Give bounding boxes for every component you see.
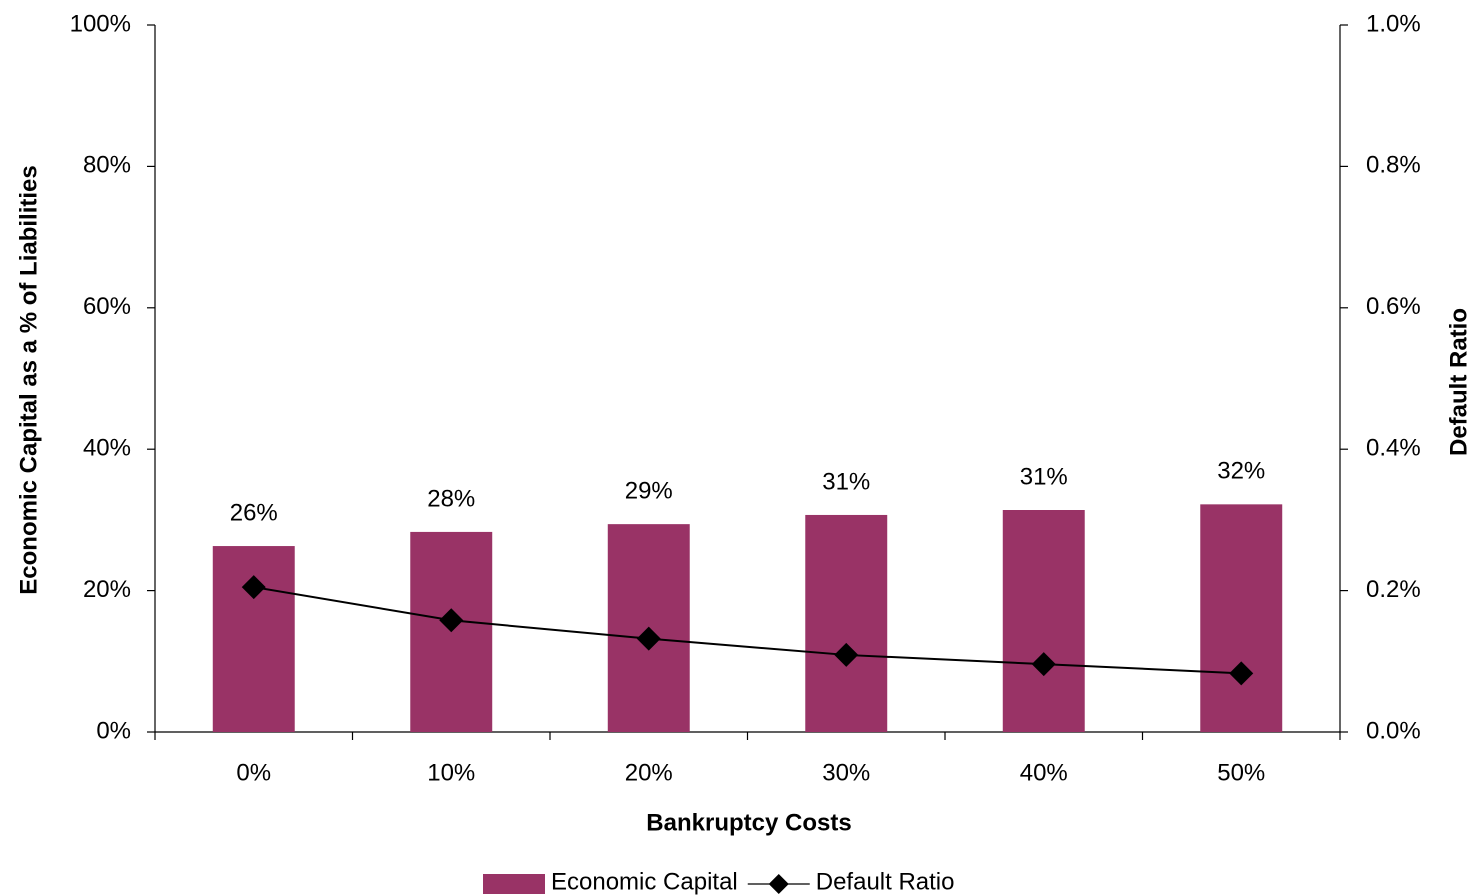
bar [805, 514, 888, 732]
y-tick-label: 100% [70, 10, 131, 37]
bar [212, 546, 295, 732]
y2-axis-title: Default Ratio [1445, 308, 1472, 456]
marker [1031, 652, 1056, 677]
legend-label: Default Ratio [816, 868, 955, 895]
legend-swatch [483, 874, 545, 894]
y-tick-label: 40% [83, 435, 131, 462]
marker [1229, 661, 1254, 686]
y2-tick-label: 1.0% [1366, 10, 1421, 37]
y2-tick-label: 0.2% [1366, 576, 1421, 603]
y2-tick-label: 0.4% [1366, 435, 1421, 462]
marker [241, 575, 266, 600]
x-tick-label: 20% [625, 759, 673, 786]
x-tick-label: 50% [1217, 759, 1265, 786]
data-label: 31% [822, 468, 870, 495]
y2-tick-label: 0.0% [1366, 717, 1421, 744]
data-label: 31% [1020, 463, 1068, 490]
data-label: 29% [625, 477, 673, 504]
y-tick-label: 0% [96, 717, 131, 744]
marker [439, 608, 464, 633]
data-label: 26% [230, 499, 278, 526]
y2-tick-label: 0.6% [1366, 293, 1421, 320]
y-axis-title: Economic Capital as a % of Liabilities [15, 165, 42, 594]
x-tick-label: 40% [1020, 759, 1068, 786]
legend-marker [768, 874, 789, 894]
bar [1200, 504, 1283, 732]
x-tick-label: 0% [236, 759, 271, 786]
bar [1002, 510, 1085, 732]
y-tick-label: 20% [83, 576, 131, 603]
x-tick-label: 10% [427, 759, 475, 786]
x-tick-label: 30% [822, 759, 870, 786]
legend-label: Economic Capital [551, 868, 738, 895]
data-label: 28% [427, 485, 475, 512]
line [253, 586, 1242, 675]
y2-tick-label: 0.8% [1366, 152, 1421, 179]
y-tick-label: 80% [83, 152, 131, 179]
marker [636, 626, 661, 651]
data-label: 32% [1217, 458, 1265, 485]
y-tick-label: 60% [83, 293, 131, 320]
marker [834, 642, 859, 667]
x-axis-title: Bankruptcy Costs [646, 809, 851, 836]
